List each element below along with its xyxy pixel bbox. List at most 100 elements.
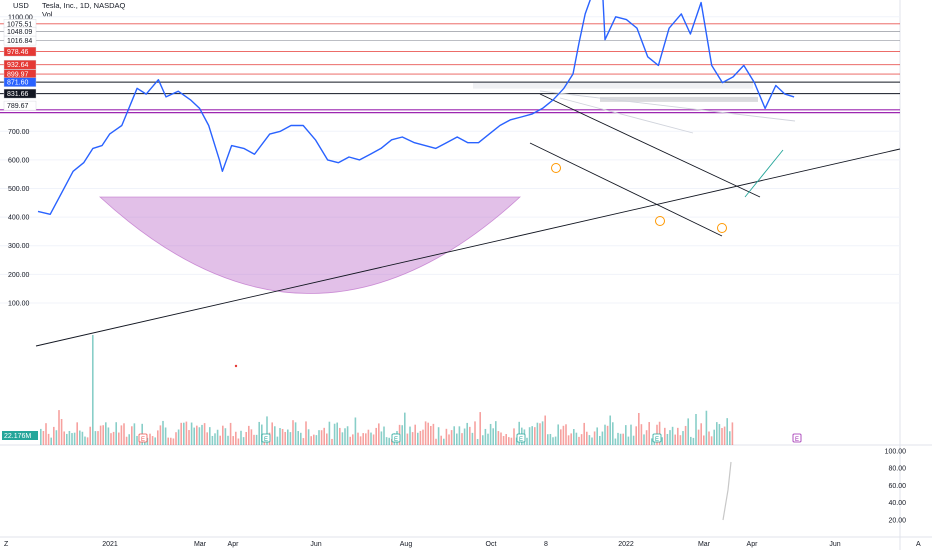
long-trendline — [35, 148, 901, 347]
price-tag-box — [3, 100, 37, 111]
earnings-marker-box — [516, 433, 526, 443]
volume-bar — [151, 436, 154, 445]
volume-bar — [232, 436, 234, 445]
volume-bar — [362, 433, 364, 445]
volume-bar — [539, 423, 541, 445]
volume-bar — [703, 435, 705, 445]
volume-bar — [40, 428, 42, 445]
volume-bar — [318, 430, 320, 445]
volume-bar — [469, 426, 471, 445]
volume-bar — [157, 430, 159, 445]
price-tag: 871.60 — [3, 77, 37, 87]
volume-bar — [331, 438, 333, 445]
zoom-button[interactable]: Z — [4, 541, 9, 548]
volume-bar — [170, 437, 172, 445]
volume-bar — [84, 436, 86, 445]
volume-bar — [721, 428, 723, 445]
volume-bar — [479, 412, 481, 445]
volume-bar — [97, 431, 99, 445]
volume-bar — [92, 335, 94, 445]
volume-bar — [495, 421, 497, 445]
volume-bar — [549, 433, 552, 445]
volume-bar — [380, 431, 383, 445]
volume-bar — [172, 438, 175, 445]
volume-bar — [245, 431, 247, 445]
volume-bar — [271, 422, 273, 445]
volume-bar — [378, 423, 380, 445]
volume-bar — [133, 423, 136, 445]
volume-bar — [614, 438, 617, 445]
volume-bar — [375, 427, 377, 445]
volume-bar — [635, 426, 637, 445]
volume-bar — [497, 431, 500, 445]
volume-bar — [183, 422, 185, 445]
volume-bar — [458, 426, 461, 445]
volume-bar — [344, 428, 346, 445]
volume-bar — [164, 427, 167, 445]
price-line — [37, 0, 795, 216]
volume-bar — [86, 437, 89, 445]
volume-bar — [159, 425, 162, 445]
volume-bar — [89, 426, 91, 445]
earnings-marker-box — [138, 433, 148, 443]
volume-bar — [76, 422, 78, 445]
level-lines — [0, 23, 900, 114]
price-axis[interactable]: 1500.001400.001300.001200.001100.00700.0… — [8, 0, 33, 307]
volume-bar — [448, 434, 450, 445]
volume-bar — [609, 415, 611, 445]
volume-bar — [445, 428, 448, 445]
price-tick-label: 200.00 — [8, 272, 30, 279]
volume-bar — [435, 438, 437, 445]
volume-bar — [432, 423, 435, 445]
volume-bar — [593, 431, 596, 445]
volume-bar — [443, 438, 445, 445]
volume-bar — [632, 435, 635, 445]
highlight-circle — [551, 163, 561, 173]
volume-label: Vol — [42, 10, 53, 19]
volume-bar — [515, 437, 518, 445]
volume-bar — [461, 433, 463, 445]
price-tag-label: 1075.51 — [7, 21, 32, 28]
volume-bar — [258, 421, 260, 445]
volume-bar — [625, 425, 627, 445]
time-tick-label: Jun — [829, 541, 840, 548]
volume-bar — [578, 436, 580, 445]
volume-bar — [619, 433, 622, 445]
volume-bar — [640, 424, 643, 445]
volume-bar — [177, 429, 180, 445]
time-tick-label: Jun — [310, 541, 321, 548]
volume-bar — [242, 437, 245, 445]
volume-bar — [471, 432, 474, 445]
volume-bar — [118, 432, 120, 445]
symbol-title[interactable]: Tesla, Inc., 1D, NASDAQ — [42, 1, 126, 10]
volume-bar — [292, 420, 294, 445]
auto-scale-button[interactable]: A — [916, 541, 921, 548]
volume-bar — [180, 422, 182, 445]
earnings-marker: E — [261, 433, 271, 443]
price-tag: 831.66 — [3, 88, 37, 99]
volume-bar — [573, 429, 575, 445]
currency-label: USD — [13, 1, 29, 10]
volume-bar — [211, 435, 214, 445]
volume-bar — [534, 427, 536, 445]
time-tick-label: Aug — [400, 541, 413, 548]
volume-bar — [146, 437, 149, 445]
volume-bar — [505, 434, 507, 445]
volume-bar — [250, 429, 253, 445]
volume-bar — [536, 422, 539, 445]
time-axis[interactable]: 2021 Mar Apr Jun Aug Oct 8 2022 Mar Apr Jun Z A — [4, 541, 921, 548]
red-dot — [234, 364, 238, 368]
volume-bar — [710, 436, 713, 445]
volume-bar — [489, 423, 492, 445]
volume-bar — [388, 437, 390, 445]
highlight-circle — [655, 216, 665, 226]
volume-bar — [658, 421, 661, 445]
volume-bar — [112, 431, 115, 445]
volume-bar — [367, 429, 370, 445]
price-tag-box — [3, 59, 37, 70]
volume-bar — [120, 425, 123, 445]
volume-bar — [669, 430, 671, 445]
volume-bar — [482, 435, 484, 445]
